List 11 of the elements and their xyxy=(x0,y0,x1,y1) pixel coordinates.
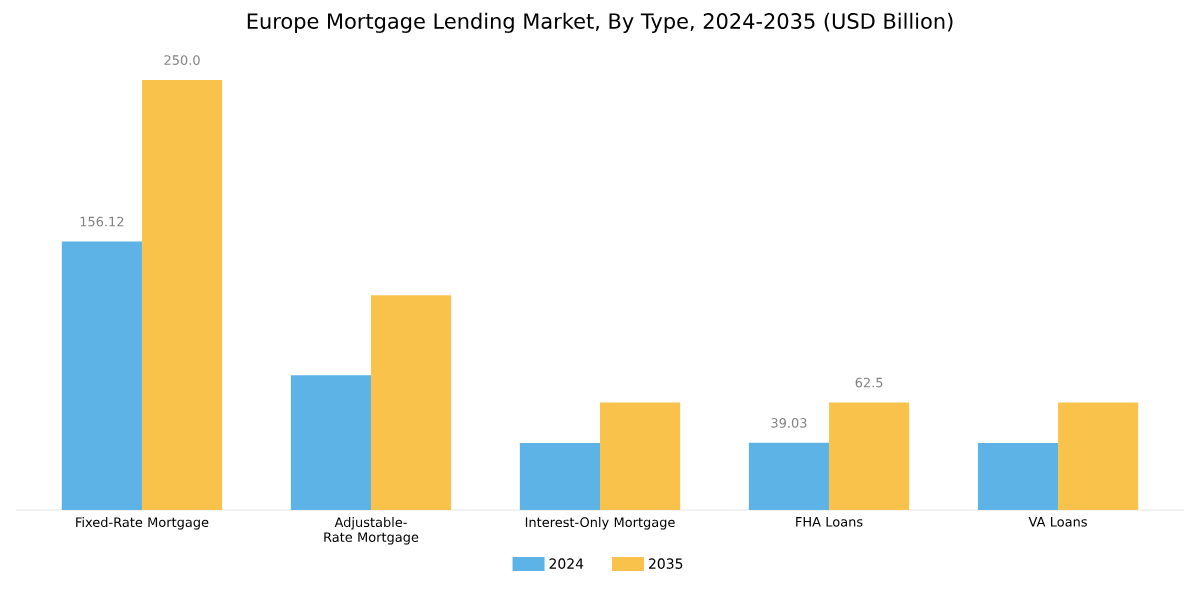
bar xyxy=(61,241,142,510)
bar xyxy=(519,442,600,510)
bar xyxy=(829,402,910,510)
bar xyxy=(1058,402,1139,510)
bar xyxy=(600,402,681,510)
bar xyxy=(977,442,1059,510)
chart-title: Europe Mortgage Lending Market, By Type, 2024-2035 (USD Billion) xyxy=(247,12,953,33)
bar xyxy=(141,80,223,510)
bar xyxy=(370,295,452,510)
bar xyxy=(748,442,830,510)
bar xyxy=(290,375,371,510)
